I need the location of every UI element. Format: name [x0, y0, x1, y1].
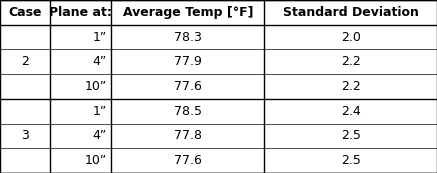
Text: 77.6: 77.6	[174, 154, 202, 167]
Text: 2.5: 2.5	[341, 129, 361, 142]
Text: 78.5: 78.5	[174, 105, 202, 118]
Text: 3: 3	[21, 129, 29, 142]
Text: 2: 2	[21, 55, 29, 68]
Text: Plane at:: Plane at:	[49, 6, 112, 19]
Text: 77.6: 77.6	[174, 80, 202, 93]
Text: 77.9: 77.9	[174, 55, 202, 68]
Text: 78.3: 78.3	[174, 31, 202, 44]
Text: 2.0: 2.0	[341, 31, 361, 44]
Text: 2.5: 2.5	[341, 154, 361, 167]
Text: 4”: 4”	[93, 55, 107, 68]
Text: 2.4: 2.4	[341, 105, 361, 118]
Text: 4”: 4”	[93, 129, 107, 142]
Text: 10”: 10”	[85, 154, 107, 167]
Text: 10”: 10”	[85, 80, 107, 93]
Text: Average Temp [°F]: Average Temp [°F]	[123, 6, 253, 19]
Text: 1”: 1”	[93, 105, 107, 118]
Text: 1”: 1”	[93, 31, 107, 44]
Text: 2.2: 2.2	[341, 80, 361, 93]
Text: Case: Case	[8, 6, 42, 19]
Text: 2.2: 2.2	[341, 55, 361, 68]
Text: Standard Deviation: Standard Deviation	[283, 6, 419, 19]
Text: 77.8: 77.8	[174, 129, 202, 142]
